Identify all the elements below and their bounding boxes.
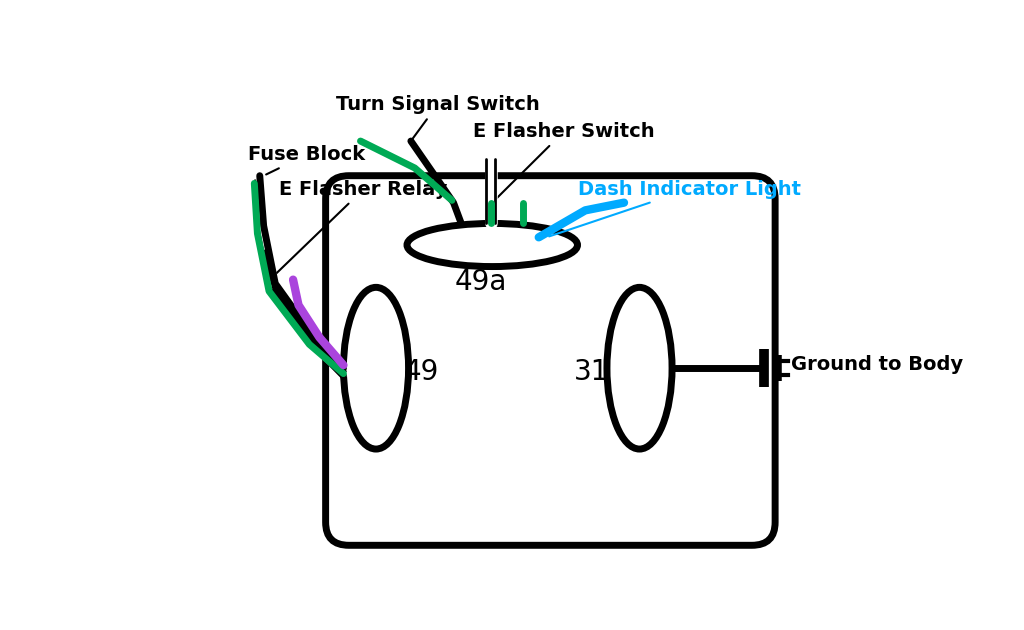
Ellipse shape	[407, 224, 578, 266]
Text: Fuse Block: Fuse Block	[248, 146, 366, 175]
Text: E Flasher Switch: E Flasher Switch	[473, 122, 654, 201]
Ellipse shape	[343, 287, 409, 449]
Text: Dash Indicator Light: Dash Indicator Light	[549, 180, 801, 236]
Text: Turn Signal Switch: Turn Signal Switch	[336, 95, 540, 139]
Text: 49: 49	[403, 358, 438, 386]
FancyBboxPatch shape	[326, 176, 775, 546]
Text: 31: 31	[573, 358, 609, 386]
Text: E Flasher Relay: E Flasher Relay	[271, 180, 447, 278]
Text: Ground to Body: Ground to Body	[791, 355, 963, 374]
Ellipse shape	[607, 287, 672, 449]
Text: 49a: 49a	[455, 268, 507, 296]
